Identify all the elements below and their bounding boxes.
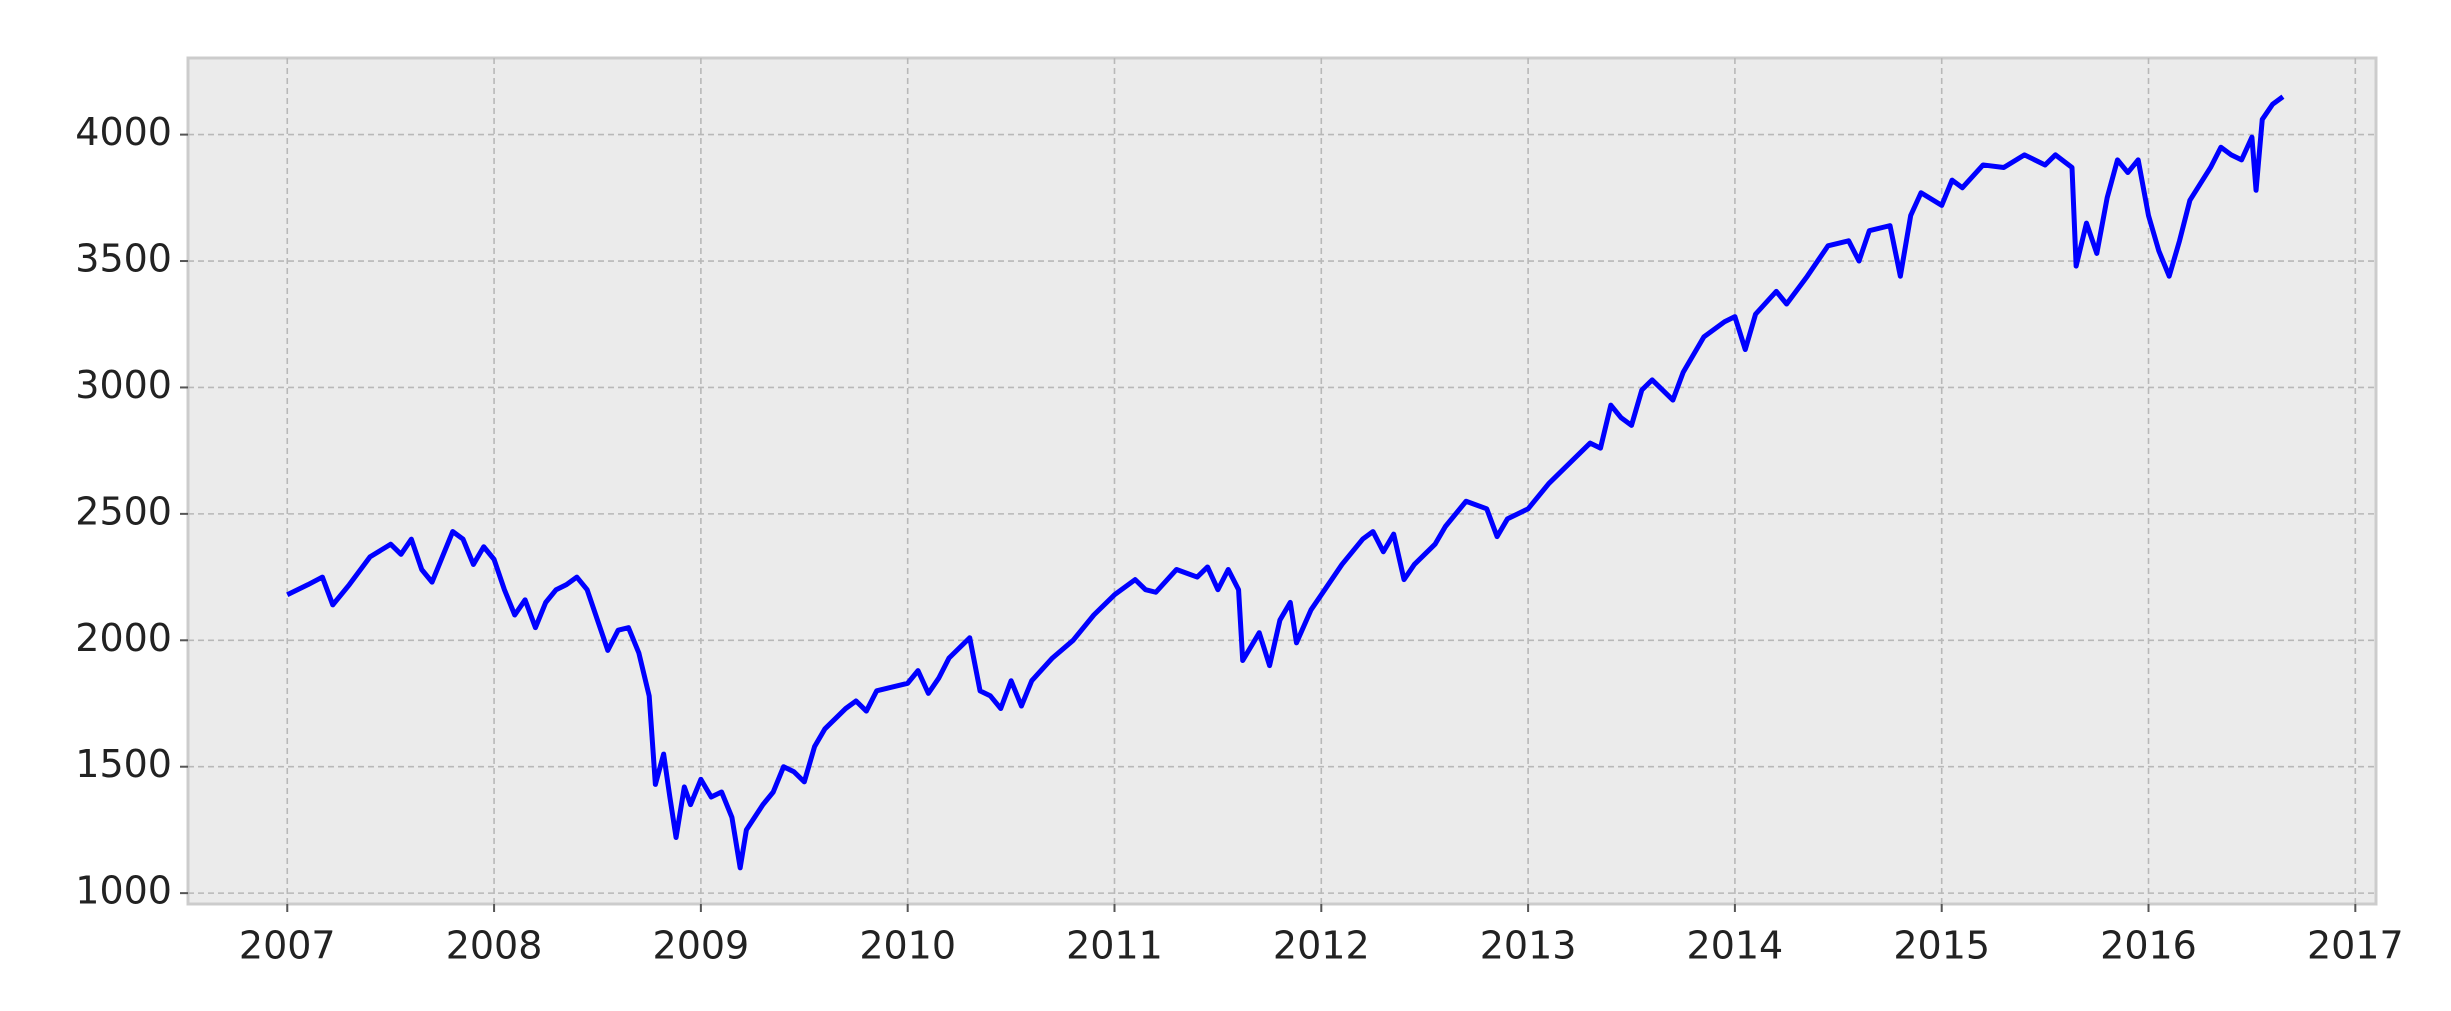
plot-area xyxy=(186,56,2378,906)
x-tick-label: 2012 xyxy=(1273,924,1370,968)
y-tick-label: 2500 xyxy=(75,489,172,533)
x-tick-label: 2017 xyxy=(2307,924,2404,968)
y-tick-label: 4000 xyxy=(75,110,172,154)
y-tick-label: 1000 xyxy=(75,869,172,913)
x-tick-label: 2010 xyxy=(859,924,956,968)
x-tick-label: 2011 xyxy=(1066,924,1163,968)
y-tick-label: 3500 xyxy=(75,237,172,281)
x-tick-label: 2009 xyxy=(653,924,750,968)
x-tick-label: 2015 xyxy=(1893,924,1990,968)
y-tick-label: 3000 xyxy=(75,363,172,407)
x-tick-label: 2013 xyxy=(1480,924,1577,968)
x-tick-label: 2016 xyxy=(2100,924,2197,968)
x-tick-label: 2007 xyxy=(239,924,336,968)
x-tick-label: 2008 xyxy=(446,924,543,968)
y-tick-label: 1500 xyxy=(75,742,172,786)
data-line xyxy=(286,94,2285,871)
y-tick-label: 2000 xyxy=(75,616,172,660)
x-tick-label: 2014 xyxy=(1687,924,1784,968)
